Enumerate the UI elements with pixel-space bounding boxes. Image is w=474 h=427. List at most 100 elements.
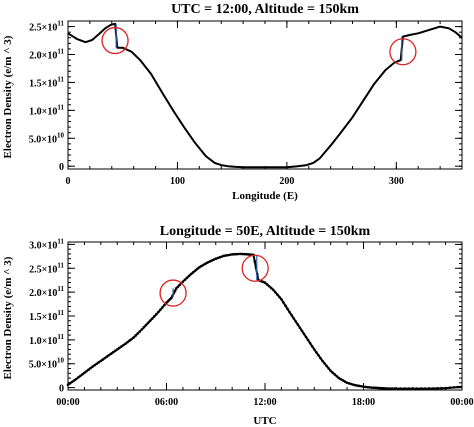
bottom-data-point xyxy=(335,374,339,378)
bottom-data-point xyxy=(101,358,105,361)
bottom-data-point xyxy=(152,315,156,318)
bottom-data-point xyxy=(144,323,148,327)
chart-top-ylabel: Electron Density (e/m ^ 3) xyxy=(2,35,14,158)
bottom-x-tick-label: 06:00 xyxy=(155,397,178,408)
bottom-data-point xyxy=(185,276,189,280)
bottom-data-point xyxy=(245,252,248,256)
bottom-data-point xyxy=(368,386,371,389)
bottom-data-point xyxy=(263,281,267,284)
chart-top-ticks: 0 100 200 300 0 5.0×1010 1.0×1011 1.5×1011 2.0×1… xyxy=(29,20,463,187)
bottom-x-tick-label: 00:00 xyxy=(56,397,79,408)
bottom-data-point xyxy=(343,380,347,383)
bottom-data-point xyxy=(113,349,117,353)
top-frame xyxy=(67,20,463,170)
chart-bottom-plot-area xyxy=(66,241,463,391)
bottom-data-point xyxy=(267,284,271,288)
bottom-data-point xyxy=(353,383,357,387)
bottom-data-point xyxy=(183,278,187,282)
bottom-data-point xyxy=(202,263,205,267)
bottom-data-point xyxy=(103,356,107,360)
bottom-data-point xyxy=(228,253,232,257)
bottom-data-point xyxy=(452,386,456,389)
top-y-tick-label: 1.5×1011 xyxy=(29,75,64,89)
bottom-data-point xyxy=(181,280,185,283)
bottom-data-point xyxy=(89,366,92,370)
bottom-data-point xyxy=(232,252,236,256)
bottom-data-point xyxy=(411,387,415,390)
bottom-data-point xyxy=(388,387,392,390)
bottom-data-point xyxy=(317,353,320,357)
bottom-data-point xyxy=(364,385,367,389)
top-x-tick-label: 100 xyxy=(170,176,185,187)
bottom-data-point xyxy=(302,332,306,336)
top-highlight-circle xyxy=(101,26,129,55)
bottom-data-point xyxy=(99,359,103,363)
bottom-data-point xyxy=(386,387,390,390)
bottom-y-tick-label: 0 xyxy=(59,384,64,395)
bottom-data-point xyxy=(292,317,296,320)
bottom-data-point xyxy=(288,310,291,314)
bottom-data-point xyxy=(76,376,80,379)
bottom-data-point xyxy=(170,296,173,300)
bottom-data-point xyxy=(327,367,330,370)
bottom-data-point xyxy=(271,288,275,292)
bottom-data-point xyxy=(298,326,302,329)
top-x-tick-label: 200 xyxy=(279,176,294,187)
bottom-data-point xyxy=(138,330,142,333)
bottom-data-point xyxy=(132,336,135,339)
bottom-data-point xyxy=(269,286,273,290)
top-y-tick-label: 0 xyxy=(59,162,64,173)
bottom-series-line xyxy=(67,252,463,390)
bottom-data-point xyxy=(431,387,435,390)
bottom-data-point xyxy=(140,328,144,331)
bottom-data-point xyxy=(419,387,423,390)
bottom-data-point xyxy=(444,386,447,390)
bottom-data-point xyxy=(341,379,345,382)
bottom-data-point xyxy=(323,362,326,365)
bottom-data-point xyxy=(97,361,101,364)
bottom-y-tick-label: 3.0×1011 xyxy=(29,237,64,251)
bottom-data-point xyxy=(312,348,316,351)
chart-bottom-xlabel: UTC xyxy=(253,415,276,427)
bottom-data-point xyxy=(146,321,150,325)
bottom-data-point xyxy=(216,256,220,260)
bottom-data-point xyxy=(345,381,349,385)
bottom-data-point xyxy=(360,385,363,388)
bottom-data-point xyxy=(415,387,419,390)
bottom-data-point xyxy=(329,369,332,373)
bottom-data-point xyxy=(423,387,427,390)
bottom-data-point xyxy=(290,313,293,317)
bottom-data-point xyxy=(208,260,211,263)
bottom-data-point xyxy=(120,345,123,348)
bottom-data-point xyxy=(105,355,109,358)
bottom-data-point xyxy=(150,317,154,320)
chart-top-xlabel: Longitude (E) xyxy=(232,190,298,202)
bottom-data-point xyxy=(399,387,402,390)
chart-bottom-title: Longitude = 50E, Altitude = 150km xyxy=(160,224,371,239)
bottom-data-point xyxy=(218,255,222,259)
bottom-data-point xyxy=(189,272,193,276)
bottom-data-point xyxy=(436,387,439,390)
bottom-y-tick-label: 5.0×1010 xyxy=(29,357,65,371)
top-y-tick-label: 2.5×1011 xyxy=(29,20,64,34)
bottom-data-point xyxy=(300,329,304,333)
bottom-data-point xyxy=(276,293,279,296)
bottom-data-point xyxy=(142,325,146,329)
top-y-tick-label: 5.0×1010 xyxy=(29,131,65,145)
bottom-data-point xyxy=(310,345,314,348)
bottom-data-point xyxy=(91,365,94,368)
bottom-data-point xyxy=(148,319,152,323)
bottom-data-point xyxy=(161,306,164,309)
bottom-data-point xyxy=(193,269,197,272)
chart-bottom-ticks: 00:00 06:00 12:00 18:00 00:00 0 5.0×1010 1.0×10… xyxy=(29,237,474,408)
chart-top: UTC = 12:00, Altitude = 150km Longitude … xyxy=(2,2,463,202)
bottom-data-point xyxy=(378,386,382,390)
bottom-data-point xyxy=(392,387,396,390)
bottom-data-point xyxy=(306,338,310,342)
bottom-data-point xyxy=(349,382,353,386)
bottom-data-point xyxy=(126,340,129,344)
bottom-data-point xyxy=(128,339,131,342)
bottom-data-point xyxy=(222,254,226,258)
bottom-data-point xyxy=(239,252,242,256)
